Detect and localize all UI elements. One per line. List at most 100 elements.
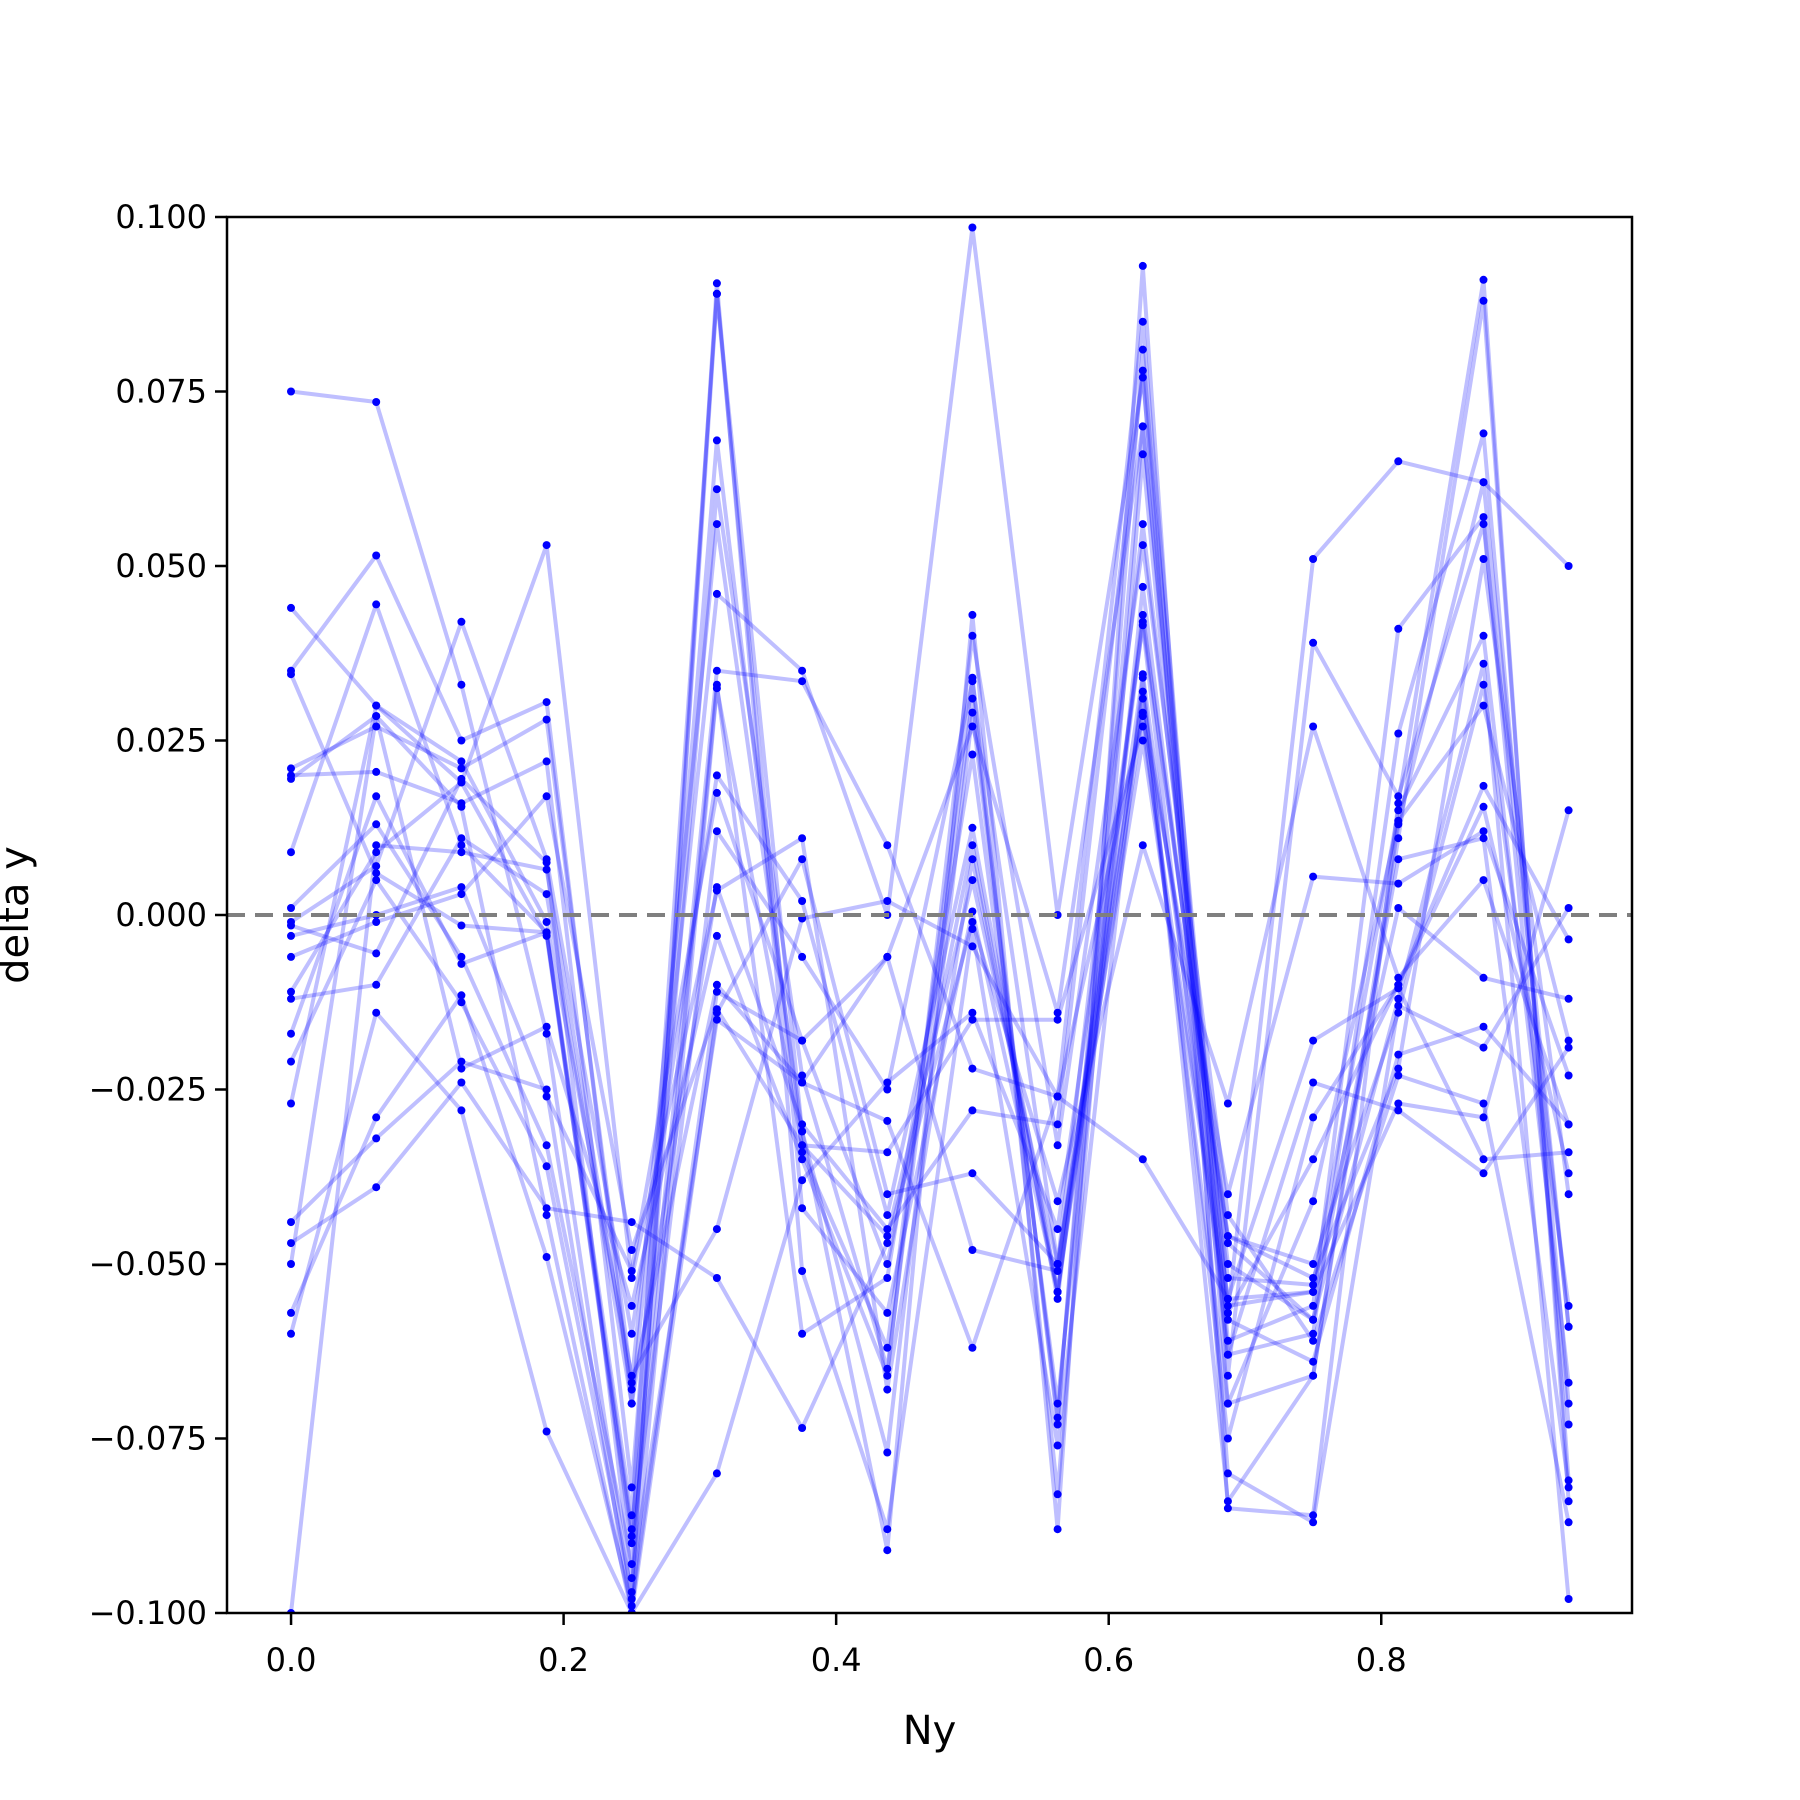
data-point [1223, 1371, 1232, 1380]
data-point [1053, 1287, 1062, 1296]
data-point [287, 603, 295, 612]
data-point [968, 942, 977, 951]
data-point [1309, 1315, 1318, 1324]
data-point [798, 897, 807, 905]
data-point [1394, 904, 1403, 912]
data-point [1479, 1155, 1488, 1164]
data-point [627, 1532, 636, 1541]
data-point [798, 1127, 807, 1136]
data-point [1479, 513, 1488, 522]
data-point [1479, 429, 1488, 438]
data-point [372, 767, 381, 776]
data-point [1223, 1469, 1232, 1478]
data-point [1394, 1001, 1403, 1010]
data-point [712, 931, 721, 940]
data-point [1053, 1441, 1062, 1450]
data-point [798, 1155, 807, 1164]
data-point [1223, 1336, 1232, 1345]
data-point [712, 520, 721, 529]
data-point [372, 869, 381, 878]
data-point [542, 928, 551, 937]
data-point [372, 792, 381, 801]
data-point [1479, 1113, 1488, 1122]
data-point [457, 1057, 466, 1066]
data-point [1479, 1022, 1488, 1031]
data-point [1394, 799, 1403, 808]
data-point [883, 1448, 892, 1457]
data-point [1309, 555, 1318, 563]
data-point [798, 855, 807, 864]
data-point [1053, 1490, 1062, 1499]
data-point [1309, 1155, 1318, 1164]
series-line-7 [289, 584, 1571, 1567]
data-point [1479, 1043, 1488, 1052]
data-point [1138, 1155, 1147, 1164]
data-point [883, 1190, 892, 1199]
data-point [968, 1015, 977, 1024]
series-line-22 [289, 543, 1571, 1523]
series-line-21 [289, 522, 1571, 1546]
data-point [1053, 1260, 1062, 1268]
series-line-1 [290, 263, 1571, 1601]
data-point [1394, 820, 1403, 829]
data-point [1394, 729, 1403, 738]
data-point [1564, 1378, 1573, 1387]
data-point [1223, 1399, 1232, 1408]
data-point [372, 600, 381, 609]
data-point [968, 708, 977, 717]
data-point [883, 1385, 892, 1394]
data-point [1564, 994, 1573, 1003]
data-point [372, 1008, 381, 1017]
data-point [883, 1148, 892, 1157]
data-point [627, 1560, 636, 1569]
data-point [1564, 1595, 1573, 1603]
series-line-13 [289, 281, 1571, 1595]
data-point [1138, 687, 1147, 696]
series-line-9 [290, 619, 1571, 1307]
y-axis: −0.100 −0.075 −0.050 −0.025 0.000 0.025 0.050 0… [89, 198, 227, 1632]
data-point [1223, 1315, 1232, 1324]
series-line-20 [289, 809, 1571, 1613]
data-point [457, 848, 466, 857]
data-point [1564, 935, 1573, 944]
data-point [1309, 1518, 1318, 1527]
data-point [542, 757, 551, 766]
data-point [372, 1134, 381, 1143]
data-point [287, 1260, 295, 1268]
data-point [968, 631, 977, 640]
data-point [798, 666, 807, 675]
x-tick-label: 0.4 [811, 1641, 862, 1679]
data-point [627, 1246, 636, 1254]
y-tick-label: −0.100 [89, 1594, 207, 1632]
y-tick-label: 0.025 [115, 722, 207, 760]
data-point [1223, 1260, 1232, 1268]
data-point [457, 1078, 466, 1087]
data-point [1053, 1267, 1062, 1275]
data-point [968, 1169, 977, 1178]
data-point [883, 1308, 892, 1317]
data-point [457, 1106, 466, 1115]
data-point [883, 1260, 892, 1268]
data-point [883, 1078, 892, 1087]
data-point [1479, 701, 1488, 710]
data-point [372, 1113, 381, 1122]
data-point [798, 1176, 807, 1185]
data-point [1223, 1211, 1232, 1220]
y-tick-label: 0.075 [115, 373, 207, 411]
data-point [542, 715, 551, 724]
data-point [1223, 1497, 1232, 1506]
data-point [372, 712, 381, 721]
data-point [1309, 722, 1318, 731]
data-point [798, 1120, 807, 1129]
data-point [372, 701, 381, 710]
data-point [968, 876, 977, 885]
data-point [1309, 1274, 1318, 1282]
series-line-15 [289, 686, 1571, 1613]
data-point [1564, 1301, 1573, 1310]
data-point [1479, 827, 1488, 836]
data-point [1309, 1280, 1318, 1289]
data-point [798, 1329, 807, 1338]
data-point [1223, 1274, 1232, 1282]
data-point [287, 921, 295, 930]
data-point [627, 1511, 636, 1520]
